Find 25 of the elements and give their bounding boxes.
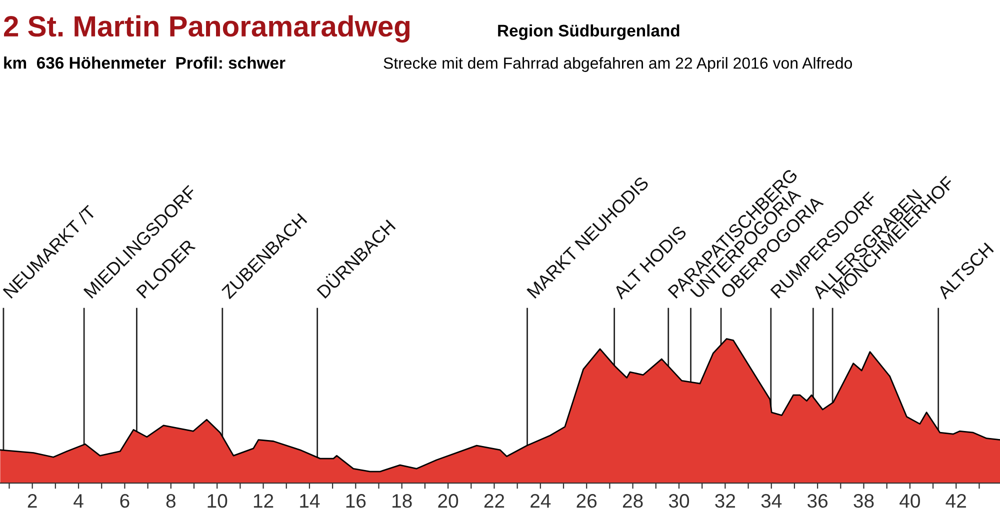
x-tick-label: 22: [484, 494, 504, 508]
x-tick-label: 34: [761, 494, 782, 508]
chart-subtitle: km 636 Höhenmeter Profil: schwer: [4, 56, 286, 69]
x-tick-label: 20: [438, 494, 458, 508]
text: Strecke mit dem Fahrrad abgefahren am 22 April 2016 von Alfredo: [384, 57, 852, 72]
x-tick-label: 8: [166, 494, 176, 508]
x-tick-label: 40: [900, 494, 920, 508]
x-tick-label: 42: [946, 494, 966, 508]
x-tick-label: 36: [807, 494, 828, 508]
x-tick-label: 6: [120, 494, 130, 508]
x-tick-label: 38: [854, 494, 874, 508]
x-tick-label: 32: [715, 494, 736, 508]
x-tick-label: 30: [668, 494, 690, 508]
x-tick-label: 18: [392, 494, 412, 508]
text: Region Südburgenland: [498, 24, 680, 40]
x-tick-label: 10: [208, 494, 228, 508]
chart-title: 2 St. Martin Panoramaradweg: [4, 15, 410, 43]
x-tick-label: 28: [622, 494, 643, 508]
x-tick-label: 2: [28, 494, 37, 508]
x-tick-label: 16: [346, 494, 366, 508]
x-tick-label: 14: [300, 494, 320, 508]
x-tick-label: 26: [576, 494, 597, 508]
x-tick-label: 24: [530, 494, 551, 508]
x-tick-label: 12: [254, 494, 274, 508]
x-tick-label: 4: [74, 494, 84, 508]
